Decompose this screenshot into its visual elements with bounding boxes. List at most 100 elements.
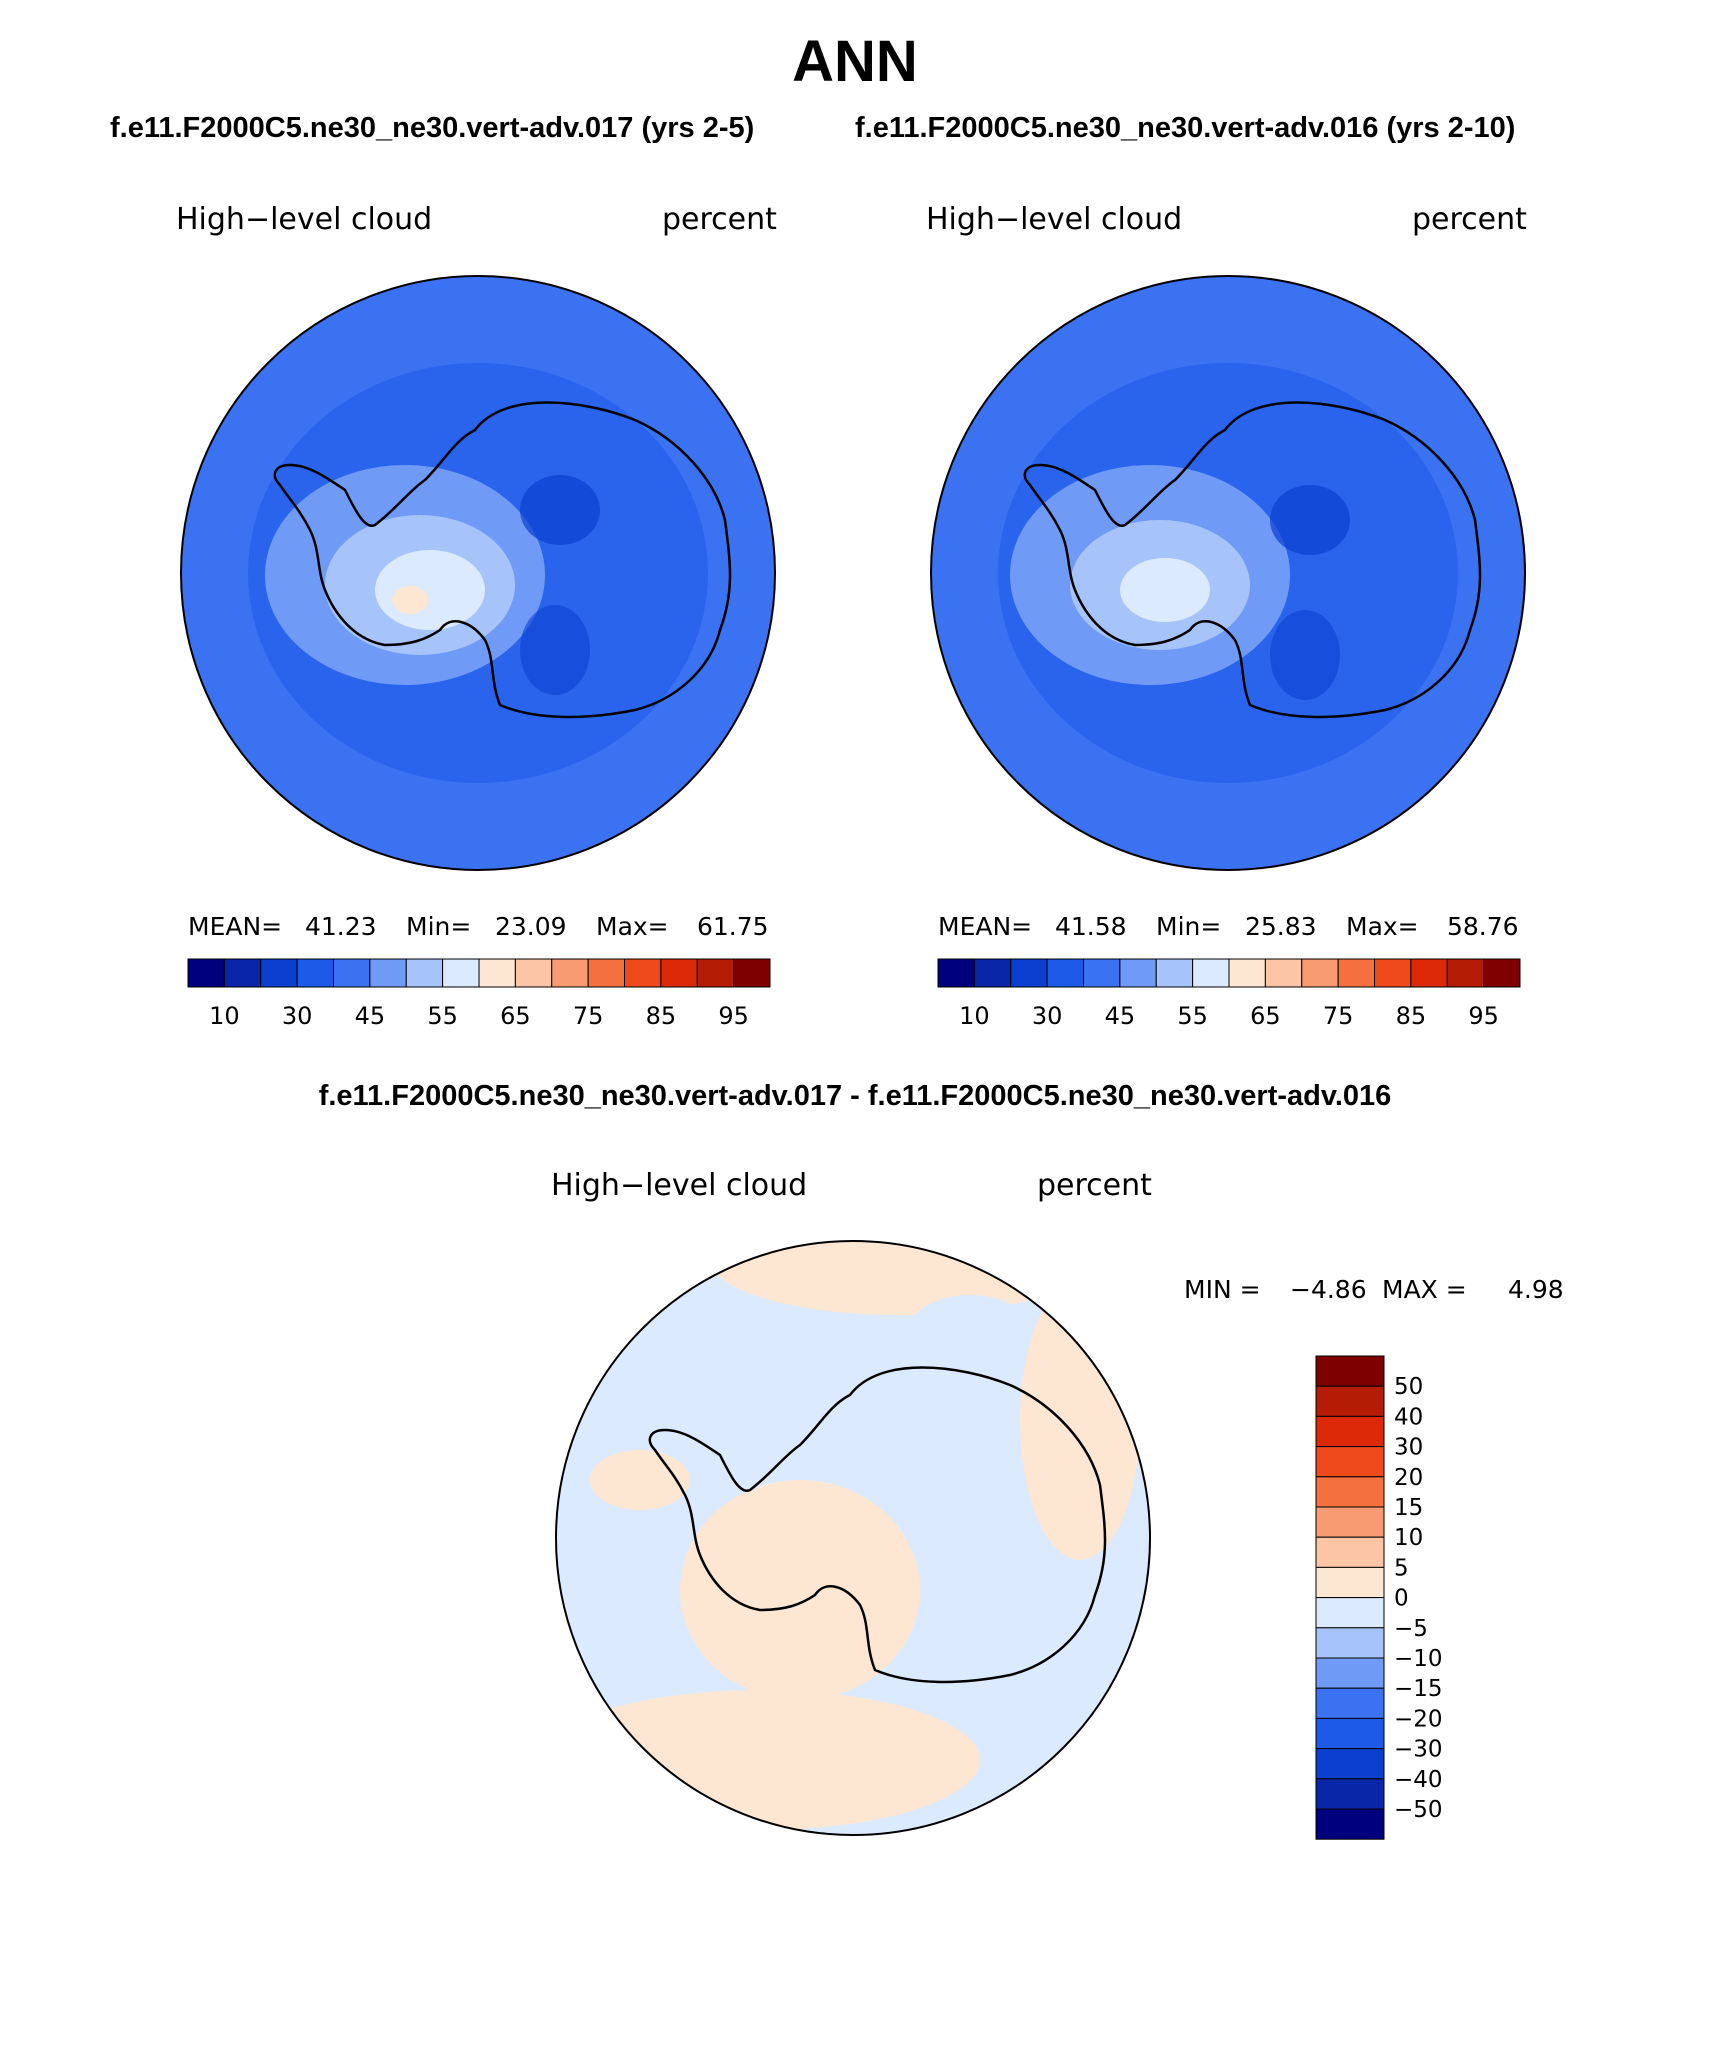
colorbar3-swatch xyxy=(1315,1536,1385,1568)
colorbar1-swatch xyxy=(514,958,553,988)
map3-peach-north xyxy=(710,1241,1090,1315)
colorbar1-tick-label: 45 xyxy=(355,1002,386,1030)
panel3-min-label: MIN = xyxy=(1184,1275,1261,1304)
colorbar2-tick-label: 95 xyxy=(1468,1002,1499,1030)
panel2-variable: High−level cloud xyxy=(926,202,1183,237)
map3-peach-east xyxy=(1020,1280,1140,1560)
colorbar3-swatch xyxy=(1315,1687,1385,1719)
colorbar2-swatch xyxy=(1119,958,1157,988)
colorbar3-swatch xyxy=(1315,1657,1385,1689)
colorbar3-tick-label: −10 xyxy=(1394,1646,1443,1672)
panel2-min-value: 25.83 xyxy=(1245,912,1317,941)
case-title-right: f.e11.F2000C5.ne30_ne30.vert-adv.016 (yr… xyxy=(855,112,1516,144)
panel3-max-label: MAX = xyxy=(1382,1275,1467,1304)
colorbar1-tick-label: 55 xyxy=(427,1002,458,1030)
map2-dark-spot2 xyxy=(1270,610,1340,700)
colorbar2-tick-label: 85 xyxy=(1396,1002,1427,1030)
panel2-max-value: 58.76 xyxy=(1447,912,1519,941)
colorbar-panel1: 10 30 45 55 65 75 85 95 xyxy=(187,958,771,1030)
colorbar3-swatch xyxy=(1315,1446,1385,1478)
map2-lightest-band xyxy=(1120,558,1210,622)
colorbar2-swatch xyxy=(937,958,975,988)
colorbar2-swatch xyxy=(1483,958,1521,988)
panel2-min-label: Min= xyxy=(1156,912,1222,941)
panel1-variable: High−level cloud xyxy=(176,202,433,237)
case-title-left: f.e11.F2000C5.ne30_ne30.vert-adv.017 (yr… xyxy=(110,112,755,144)
panel1-max-value: 61.75 xyxy=(697,912,769,941)
colorbar3-swatch xyxy=(1315,1597,1385,1629)
panel1-units: percent xyxy=(662,202,777,237)
colorbar1-swatch xyxy=(624,958,662,988)
colorbar1-tick-label: 75 xyxy=(573,1002,604,1030)
colorbar1-swatch xyxy=(733,958,771,988)
map3-peach-center xyxy=(680,1480,920,1700)
colorbar1-tick-label: 10 xyxy=(209,1002,240,1030)
colorbar1-swatch xyxy=(551,958,589,988)
colorbar2-swatch xyxy=(1301,958,1339,988)
colorbar1-swatch xyxy=(405,958,444,988)
colorbar-panel2: 10 30 45 55 65 75 85 95 xyxy=(937,958,1521,1030)
colorbar2-tick-label: 55 xyxy=(1177,1002,1208,1030)
colorbar2-swatch xyxy=(1155,958,1194,988)
colorbar3-swatch xyxy=(1315,1566,1385,1599)
panel2-units: percent xyxy=(1412,202,1527,237)
panel1-max-label: Max= xyxy=(596,912,669,941)
panel3-max-value: 4.98 xyxy=(1508,1275,1564,1304)
colorbar2-swatch xyxy=(1410,958,1448,988)
colorbar3-tick-label: −20 xyxy=(1394,1706,1443,1732)
panel2-max-label: Max= xyxy=(1346,912,1419,941)
colorbar2-swatch xyxy=(1264,958,1303,988)
panel2-mean-label: MEAN= xyxy=(938,912,1033,941)
colorbar2-tick-label: 65 xyxy=(1250,1002,1281,1030)
colorbar1-swatch xyxy=(223,958,262,988)
colorbar3-tick-label: 40 xyxy=(1394,1404,1423,1430)
colorbar3-tick-label: 5 xyxy=(1394,1555,1409,1581)
panel2-mean-value: 41.58 xyxy=(1055,912,1127,941)
colorbar1-swatch xyxy=(333,958,371,988)
panel1-mean-label: MEAN= xyxy=(188,912,283,941)
plot-title: ANN xyxy=(792,29,918,94)
panel3-min-value: −4.86 xyxy=(1290,1275,1367,1304)
colorbar2-swatch xyxy=(1228,958,1266,988)
colorbar3-swatch xyxy=(1315,1385,1385,1417)
colorbar3-swatch xyxy=(1315,1778,1385,1810)
colorbar2-swatch xyxy=(1046,958,1084,988)
colorbar3-tick-label: −5 xyxy=(1394,1616,1428,1642)
colorbar1-swatch xyxy=(296,958,334,988)
map-panel3 xyxy=(555,1240,1151,1836)
colorbar1-swatch xyxy=(696,958,735,988)
panel1-min-value: 23.09 xyxy=(495,912,567,941)
colorbar2-tick-label: 45 xyxy=(1105,1002,1136,1030)
colorbar2-tick-label: 10 xyxy=(959,1002,990,1030)
colorbar2-tick-label: 75 xyxy=(1323,1002,1354,1030)
colorbar1-swatch xyxy=(660,958,698,988)
colorbar1-swatch xyxy=(369,958,407,988)
colorbar3-tick-label: 30 xyxy=(1394,1435,1423,1461)
colorbar2-swatch xyxy=(1446,958,1485,988)
map1-dark-spot xyxy=(520,475,600,545)
colorbar3-swatch xyxy=(1315,1355,1385,1387)
colorbar3-swatch xyxy=(1315,1748,1385,1780)
colorbar2-swatch xyxy=(1192,958,1230,988)
panel1-min-label: Min= xyxy=(406,912,472,941)
map-panel2 xyxy=(930,275,1526,871)
map-panel1 xyxy=(180,275,776,871)
colorbar1-swatch xyxy=(260,958,298,988)
colorbar1-swatch xyxy=(442,958,480,988)
panel3-units: percent xyxy=(1037,1168,1152,1203)
colorbar3-swatch xyxy=(1315,1627,1385,1659)
colorbar3-tick-label: −15 xyxy=(1394,1676,1443,1702)
colorbar2-swatch xyxy=(1083,958,1121,988)
map1-lightest-band xyxy=(375,550,485,630)
colorbar1-tick-label: 95 xyxy=(718,1002,749,1030)
map3-border xyxy=(555,1240,1151,1836)
panel1-mean-value: 41.23 xyxy=(305,912,377,941)
colorbar3-swatch xyxy=(1315,1506,1385,1538)
colorbar3-tick-label: 50 xyxy=(1394,1374,1423,1400)
map1-peach-spot xyxy=(392,586,428,614)
colorbar1-tick-label: 85 xyxy=(646,1002,677,1030)
colorbar1-swatch xyxy=(478,958,516,988)
colorbar2-swatch xyxy=(973,958,1012,988)
panel3-variable: High−level cloud xyxy=(551,1168,808,1203)
